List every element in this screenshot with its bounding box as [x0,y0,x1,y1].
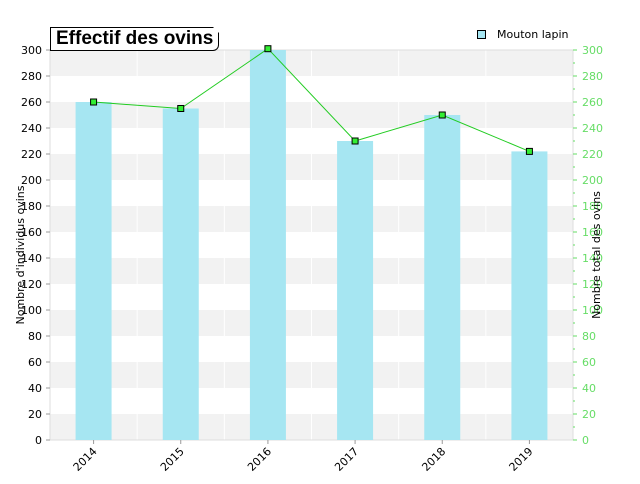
y-tick-label: 100 [21,304,42,317]
y2-axis-title: Nombre total des ovins [590,191,603,319]
y-tick-label: 200 [21,174,42,187]
y2-tick-label: 260 [582,96,603,109]
y-tick-label: 0 [35,434,42,447]
y-tick-label: 60 [28,356,42,369]
bar [511,151,548,440]
line-marker [438,111,446,119]
line-marker [177,105,185,112]
x-tick-label: 2017 [332,445,361,474]
y2-tick-label: 140 [582,252,603,265]
y2-tick-label: 220 [582,148,603,161]
y2-tick-label: 300 [582,44,603,57]
y2-tick-label: 180 [582,200,603,213]
y-tick-label: 140 [21,252,42,265]
chart-title: Effectif des ovins [50,27,220,51]
y-axis-title: Nombre d'individus ovins [14,185,27,324]
line-marker [351,137,359,145]
y-tick-label: 120 [21,278,42,291]
bar [162,108,199,440]
y2-tick-label: 20 [582,408,596,421]
y2-tick-label: 280 [582,70,603,83]
x-tick-label: 2014 [71,445,100,474]
y2-tick-label: 0 [582,434,589,447]
x-tick-label: 2016 [245,445,274,474]
bar [75,102,112,440]
y2-tick-label: 40 [582,382,596,395]
y2-tick-label: 160 [582,226,603,239]
legend-swatch [477,30,486,39]
y-tick-label: 260 [21,96,42,109]
y2-tick-label: 200 [582,174,603,187]
bar [337,141,374,440]
bar [249,50,286,440]
x-tick-label: 2015 [158,445,187,474]
y-tick-label: 20 [28,408,42,421]
series-line [93,48,530,152]
y-tick-label: 220 [21,148,42,161]
line-marker [264,45,272,53]
y-tick-label: 280 [21,70,42,83]
y2-tick-label: 100 [582,304,603,317]
y-tick-label: 40 [28,382,42,395]
y2-tick-label: 60 [582,356,596,369]
x-tick-label: 2019 [507,445,536,474]
y-tick-label: 300 [21,44,42,57]
y-tick-label: 160 [21,226,42,239]
legend-label: Mouton lapin [497,28,569,41]
y-tick-label: 240 [21,122,42,135]
bar [424,115,461,440]
y2-tick-label: 240 [582,122,603,135]
x-tick-label: 2018 [419,445,448,474]
y2-tick-label: 80 [582,330,596,343]
y2-tick-label: 120 [582,278,603,291]
line-marker [525,147,533,155]
y-tick-label: 180 [21,200,42,213]
legend: Mouton lapin [477,28,569,41]
y-tick-label: 80 [28,330,42,343]
line-marker [90,98,98,106]
